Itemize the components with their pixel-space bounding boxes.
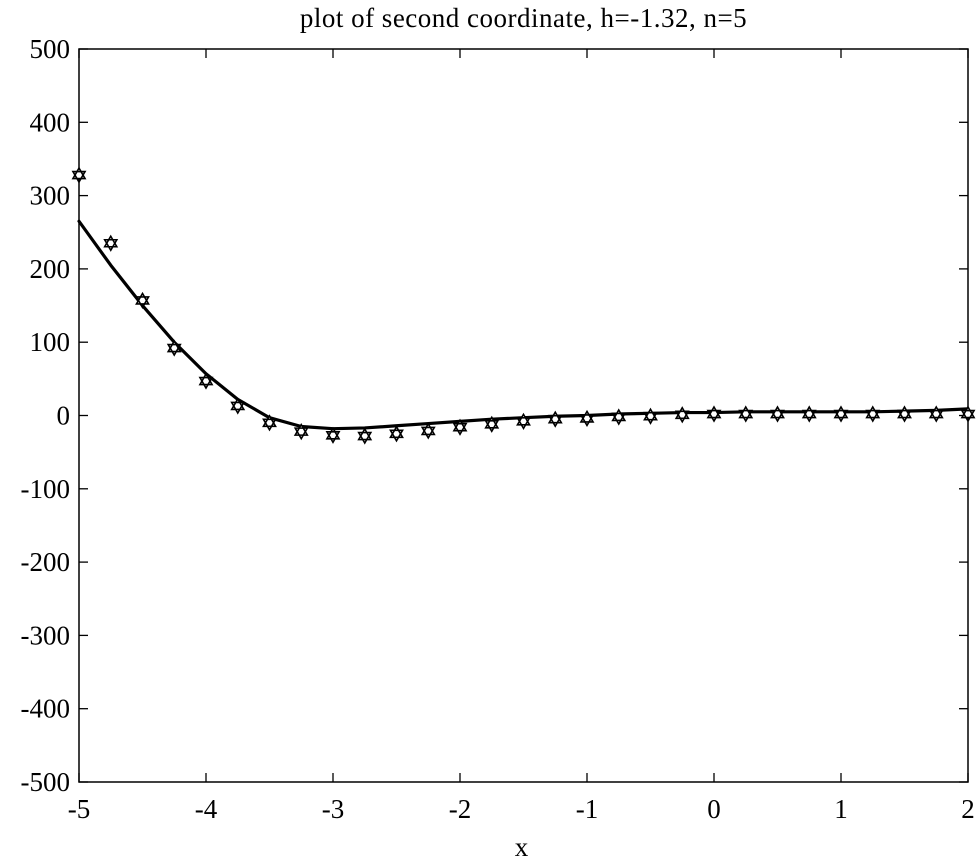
data-point-marker <box>230 397 246 415</box>
marker-triangle-down <box>389 429 404 443</box>
marker-triangle-down <box>103 238 119 252</box>
marker-triangle-down <box>452 422 468 436</box>
data-point-marker <box>706 405 722 423</box>
marker-triangle-down <box>674 410 690 424</box>
marker-triangle-down <box>484 419 500 433</box>
data-point-marker <box>865 405 881 423</box>
data-point-marker <box>198 372 214 390</box>
y-tick-label: -400 <box>21 694 71 724</box>
data-point-marker <box>389 425 404 443</box>
x-tick-label: 0 <box>707 794 721 824</box>
marker-triangle-down <box>865 409 881 423</box>
data-point-marker <box>928 405 944 423</box>
x-tick-label: -1 <box>576 794 599 824</box>
data-point-marker <box>960 405 976 423</box>
marker-triangle-down <box>516 417 531 430</box>
x-tick-label: -4 <box>195 794 218 824</box>
y-tick-label: 300 <box>30 181 71 211</box>
data-point-marker <box>452 418 468 436</box>
y-tick-label: 400 <box>30 107 71 137</box>
series-line <box>77 219 970 431</box>
x-tick-label: -3 <box>322 794 345 824</box>
data-point-marker <box>611 408 627 426</box>
marker-triangle-down <box>643 411 658 425</box>
marker-triangle-down <box>325 430 341 444</box>
data-point-marker <box>103 234 119 252</box>
data-point-marker <box>357 427 373 445</box>
data-point-marker <box>643 407 658 425</box>
marker-triangle-down <box>420 426 436 440</box>
marker-triangle-down <box>833 409 849 423</box>
data-point-marker <box>135 291 150 310</box>
data-point-marker <box>293 423 309 441</box>
data-point-marker <box>801 405 817 423</box>
y-tick-label: 0 <box>57 401 71 431</box>
data-point-marker <box>166 339 182 357</box>
x-tick-label: 1 <box>834 794 848 824</box>
marker-triangle-down <box>547 414 563 428</box>
x-axis-label: x <box>515 832 529 861</box>
marker-triangle-down <box>611 412 627 426</box>
marker-triangle-down <box>738 409 754 423</box>
marker-triangle-down <box>198 376 214 390</box>
x-tick-label: -5 <box>68 794 91 824</box>
marker-triangle-down <box>166 343 182 357</box>
marker-triangle-down <box>706 409 722 423</box>
y-tick-label: 500 <box>30 34 71 64</box>
data-point-marker <box>325 426 341 444</box>
marker-triangle-down <box>897 409 912 423</box>
data-point-marker <box>71 166 87 184</box>
chart-title: plot of second coordinate, h=-1.32, n=5 <box>300 3 747 33</box>
marker-triangle-down <box>357 431 373 445</box>
marker-triangle-down <box>135 296 150 310</box>
data-point-marker <box>674 406 690 424</box>
data-point-marker <box>420 422 436 440</box>
data-point-marker <box>484 415 500 433</box>
marker-triangle-down <box>928 409 944 423</box>
x-tick-label: -2 <box>449 794 472 824</box>
series-group <box>71 166 976 445</box>
data-point-marker <box>579 409 595 428</box>
data-point-marker <box>547 410 563 428</box>
marker-triangle-down <box>770 409 785 423</box>
marker-triangle-down <box>293 427 309 441</box>
data-point-marker <box>833 405 849 423</box>
marker-triangle-down <box>262 418 277 432</box>
y-tick-label: -500 <box>21 767 71 797</box>
data-point-marker <box>897 405 912 423</box>
data-point-marker <box>262 414 277 432</box>
marker-triangle-down <box>579 414 595 428</box>
data-point-marker <box>770 405 785 423</box>
y-tick-label: 100 <box>30 327 71 357</box>
data-point-marker <box>738 405 754 423</box>
y-tick-label: -200 <box>21 547 71 577</box>
ticks-group: -5 -4 -3 -2 -1 0 1 2 -500 -400 -300 -200 -100 0 100 200… <box>21 34 975 824</box>
data-point-marker <box>516 412 531 430</box>
marker-triangle-down <box>801 409 817 423</box>
y-tick-label: 200 <box>30 254 71 284</box>
y-tick-label: -100 <box>21 474 71 504</box>
marker-triangle-down <box>230 401 246 415</box>
y-tick-label: -300 <box>21 620 71 650</box>
marker-triangle-down <box>960 409 976 423</box>
x-tick-label: 2 <box>961 794 975 824</box>
marker-triangle-down <box>71 170 87 184</box>
